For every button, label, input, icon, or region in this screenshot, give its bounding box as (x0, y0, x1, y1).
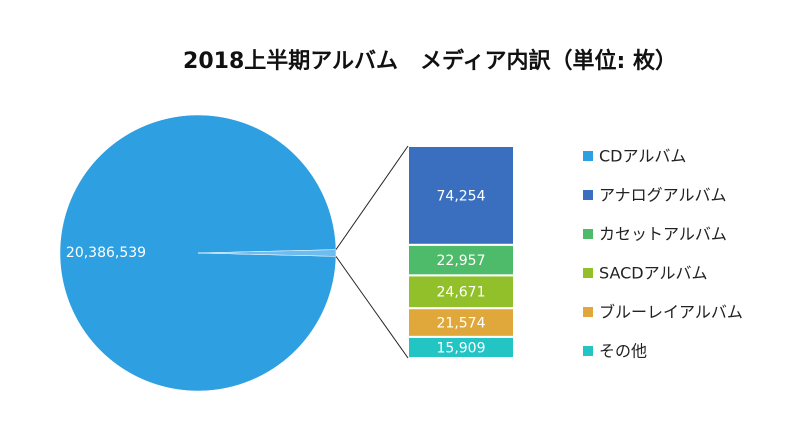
legend-swatch (583, 268, 593, 278)
data-label: 74,254 (437, 188, 486, 204)
bar-segment (407, 145, 515, 246)
chart-title: 2018上半期アルバム メディア内訳（単位: 枚） (183, 48, 677, 74)
legend-label: CDアルバム (599, 147, 686, 166)
legend-swatch (583, 229, 593, 239)
legend-swatch (583, 151, 593, 161)
pie-slice (59, 114, 337, 392)
data-label: 22,957 (437, 253, 486, 269)
legend-swatch (583, 190, 593, 200)
data-label: 24,671 (437, 285, 486, 301)
legend-label: アナログアルバム (599, 186, 727, 205)
connector (335, 145, 409, 250)
data-label: 15,909 (437, 340, 486, 356)
legend-label: SACDアルバム (599, 264, 707, 283)
data-label: 20,386,539 (66, 245, 146, 261)
legend-swatch (583, 346, 593, 356)
pie-slice-other (197, 249, 337, 257)
legend-swatch (583, 307, 593, 317)
legend-label: その他 (599, 342, 647, 361)
legend-label: ブルーレイアルバム (599, 303, 743, 322)
data-label: 21,574 (437, 315, 486, 331)
bar-segment (407, 307, 515, 338)
bar-segment (407, 274, 515, 310)
legend-label: カセットアルバム (599, 225, 727, 244)
connector (335, 256, 409, 359)
